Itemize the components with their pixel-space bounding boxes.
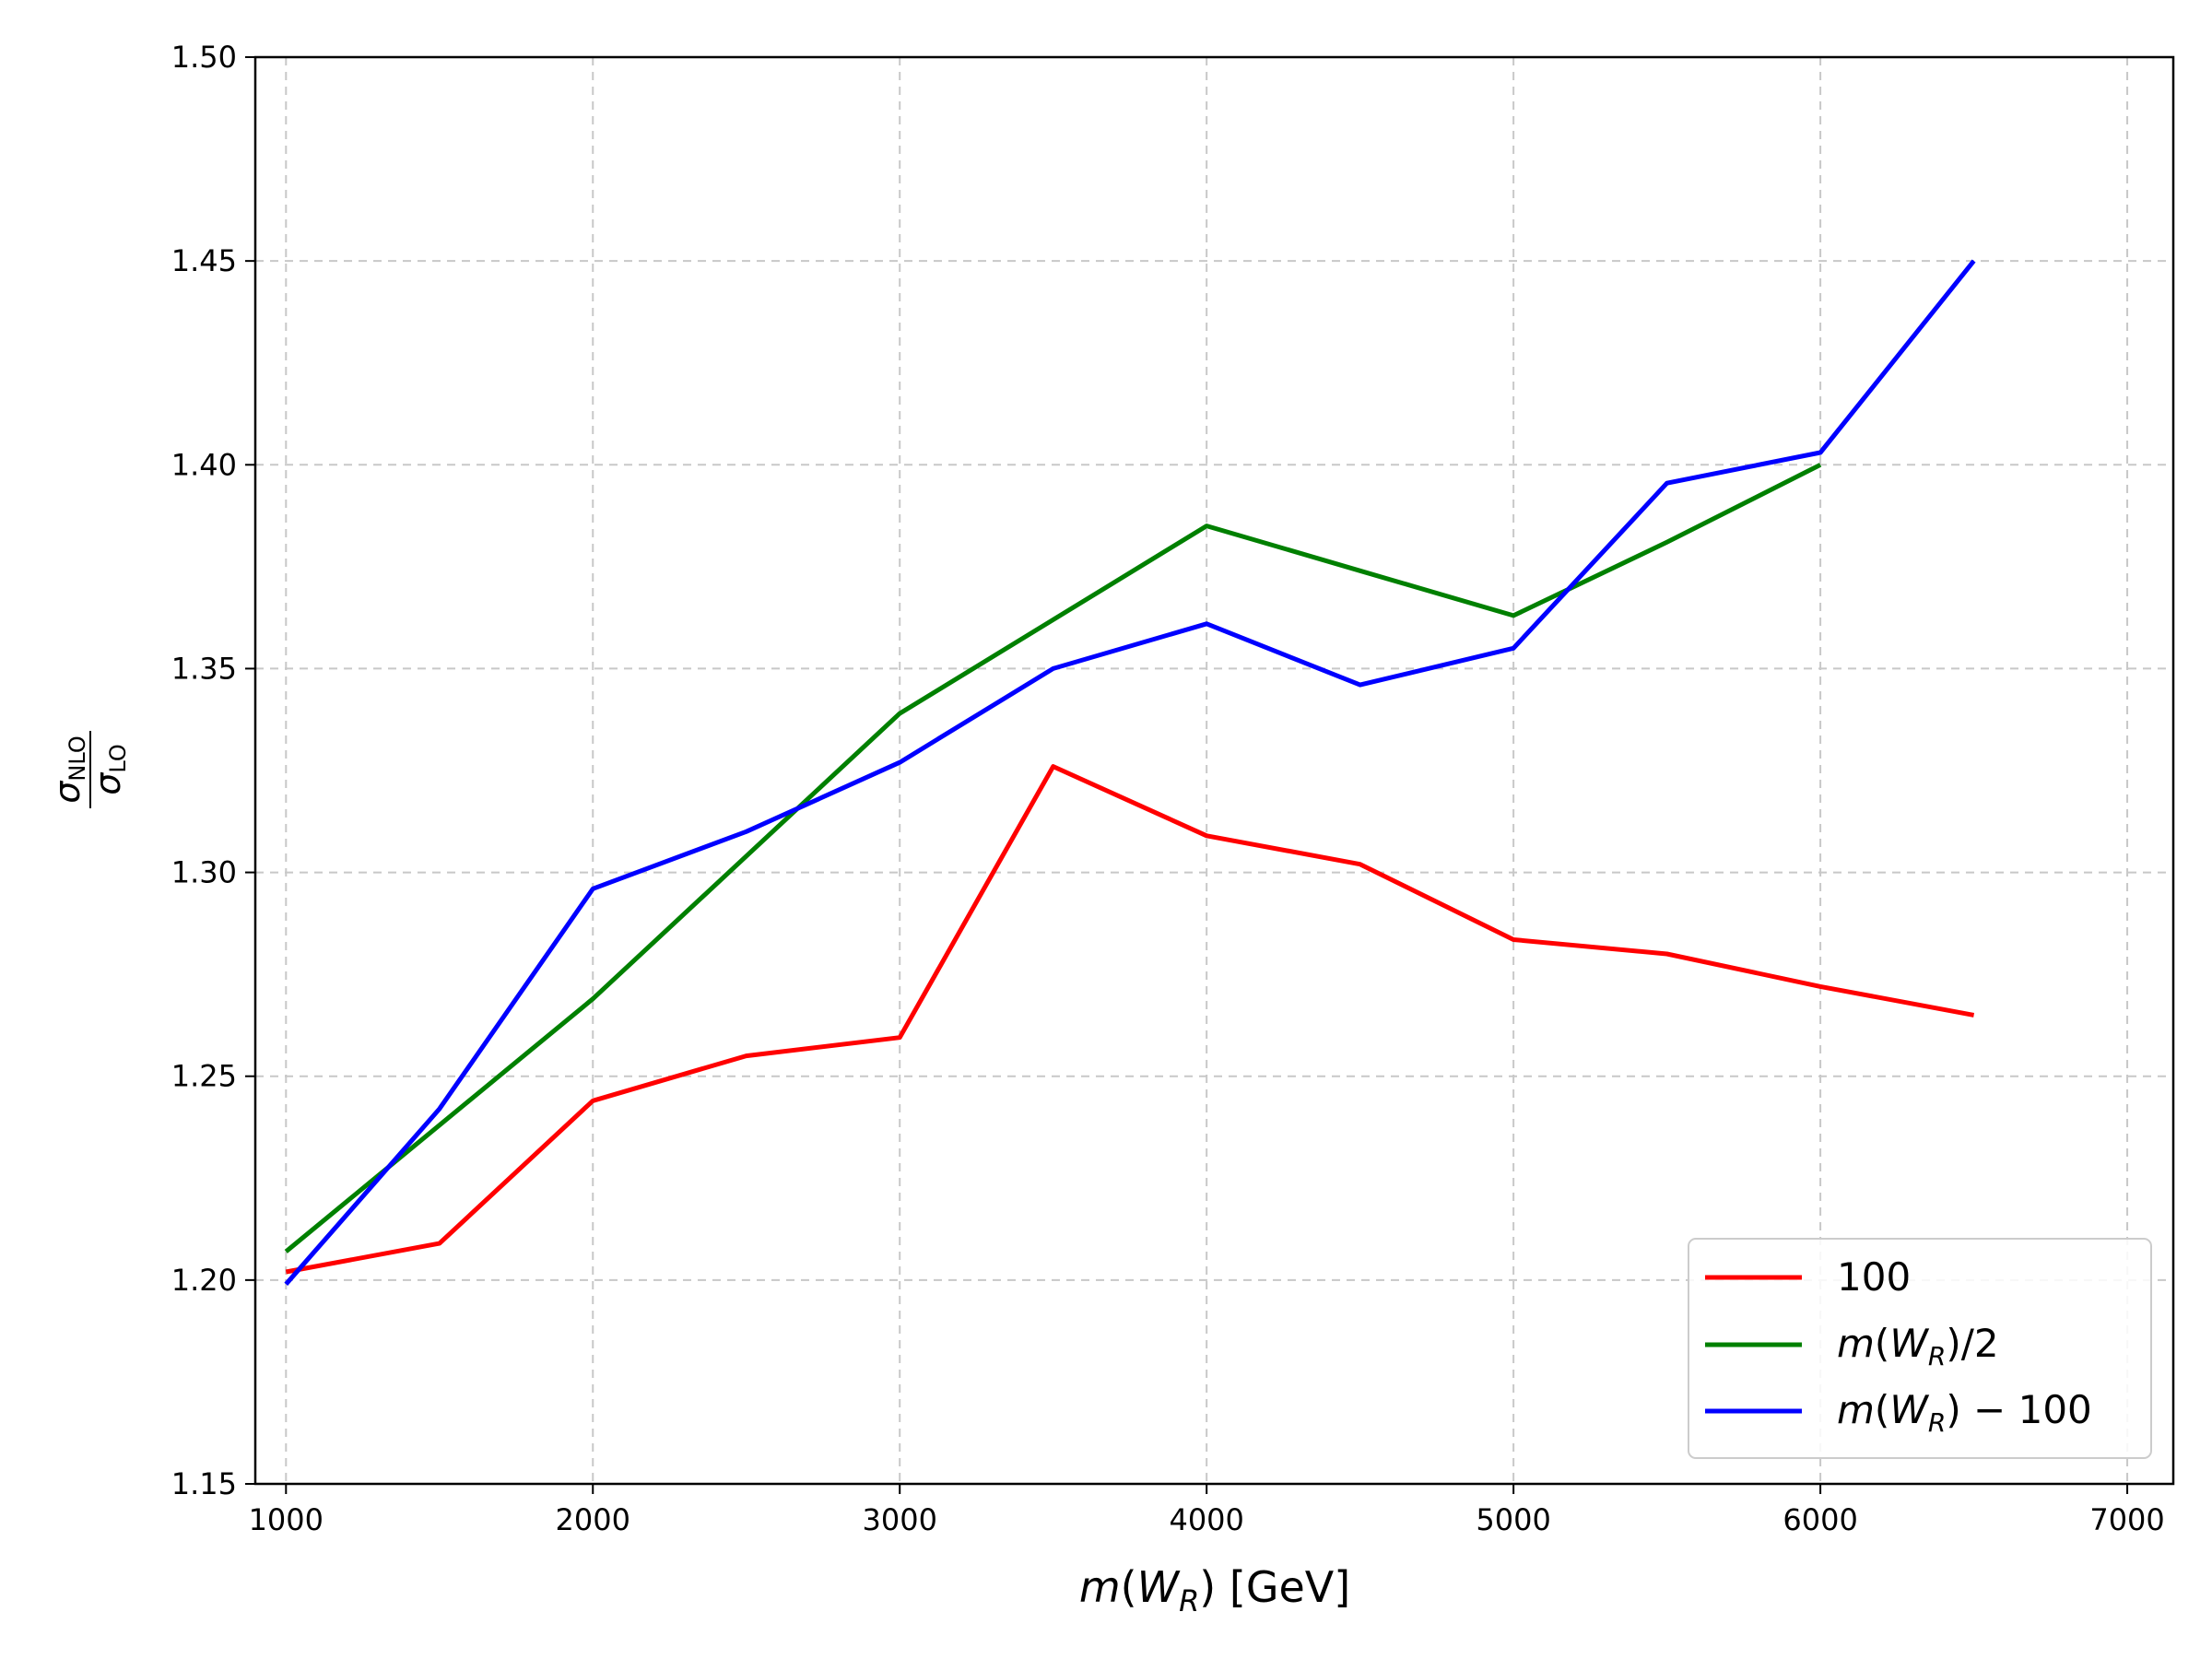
legend-label-half-mass-symbol: W	[1889, 1321, 1929, 1366]
legend-label-half-mass-subscript: R	[1928, 1341, 1946, 1371]
y-axis-title-numerator-subscript: NLO	[65, 735, 90, 781]
y-tick-label: 1.20	[171, 1263, 237, 1298]
legend-label-mass-minus-100-open: (	[1875, 1387, 1889, 1432]
x-axis-title: m(WR) [GeV]	[1079, 1562, 1350, 1618]
y-tick-label: 1.25	[171, 1059, 237, 1094]
x-axis-title-open: (	[1121, 1562, 1137, 1612]
plot-frame	[253, 55, 2175, 1486]
x-tick-label: 2000	[556, 1502, 630, 1537]
legend-label-half-mass: m(WR)/2	[1837, 1321, 1999, 1371]
series-line-mass-minus-100	[284, 259, 1976, 1286]
y-tick-label: 1.50	[171, 40, 237, 75]
legend: 100 m(WR)/2 m(WR) − 100	[1688, 1238, 2152, 1459]
x-axis-title-italic: m	[1079, 1562, 1121, 1612]
y-axis-title-numerator-symbol: σ	[47, 780, 88, 804]
x-axis-title-subscript: R	[1179, 1583, 1199, 1618]
x-axis-title-close: )	[1199, 1562, 1216, 1612]
x-tick-label: 7000	[2089, 1502, 2164, 1537]
legend-box	[1688, 1238, 2152, 1459]
y-axis-title-denominator-subscript: LO	[105, 744, 131, 772]
y-axis-title: σNLO σLO	[47, 731, 131, 808]
legend-label-mass-minus-100-close: ) − 100	[1946, 1387, 2091, 1432]
y-axis-title-denominator: σLO	[88, 744, 131, 795]
y-tick-label: 1.40	[171, 447, 237, 482]
legend-label-half-mass-italic: m	[1837, 1321, 1875, 1366]
y-tick-label: 1.15	[171, 1466, 237, 1501]
x-tick-label: 5000	[1476, 1502, 1550, 1537]
legend-label-100: 100	[1837, 1254, 1911, 1300]
series-line-100	[285, 764, 1975, 1275]
y-tick-label: 1.45	[171, 243, 237, 278]
x-axis-title-unit: [GeV]	[1216, 1562, 1350, 1612]
legend-label-mass-minus-100-italic: m	[1837, 1387, 1875, 1432]
legend-label-half-mass-open: (	[1875, 1321, 1889, 1366]
series-lines	[284, 259, 1976, 1286]
x-axis-title-symbol: W	[1137, 1562, 1181, 1612]
x-tick-label: 1000	[249, 1502, 324, 1537]
legend-label-mass-minus-100-subscript: R	[1928, 1407, 1946, 1438]
x-tick-label: 3000	[862, 1502, 936, 1537]
y-axis-title-numerator: σNLO	[47, 735, 90, 803]
legend-label-mass-minus-100-symbol: W	[1889, 1387, 1929, 1432]
legend-label-mass-minus-100: m(WR) − 100	[1837, 1387, 2092, 1438]
axis-ticks: 1000 2000 3000 4000 5000 6000 7000 1.15 1.20 1.25…	[171, 40, 2165, 1537]
legend-label-half-mass-close: )/2	[1946, 1321, 1998, 1366]
y-tick-label: 1.35	[171, 651, 237, 686]
y-axis-title-denominator-symbol: σ	[88, 771, 128, 795]
x-tick-label: 4000	[1169, 1502, 1243, 1537]
y-tick-label: 1.30	[171, 855, 237, 890]
x-tick-label: 6000	[1783, 1502, 1857, 1537]
